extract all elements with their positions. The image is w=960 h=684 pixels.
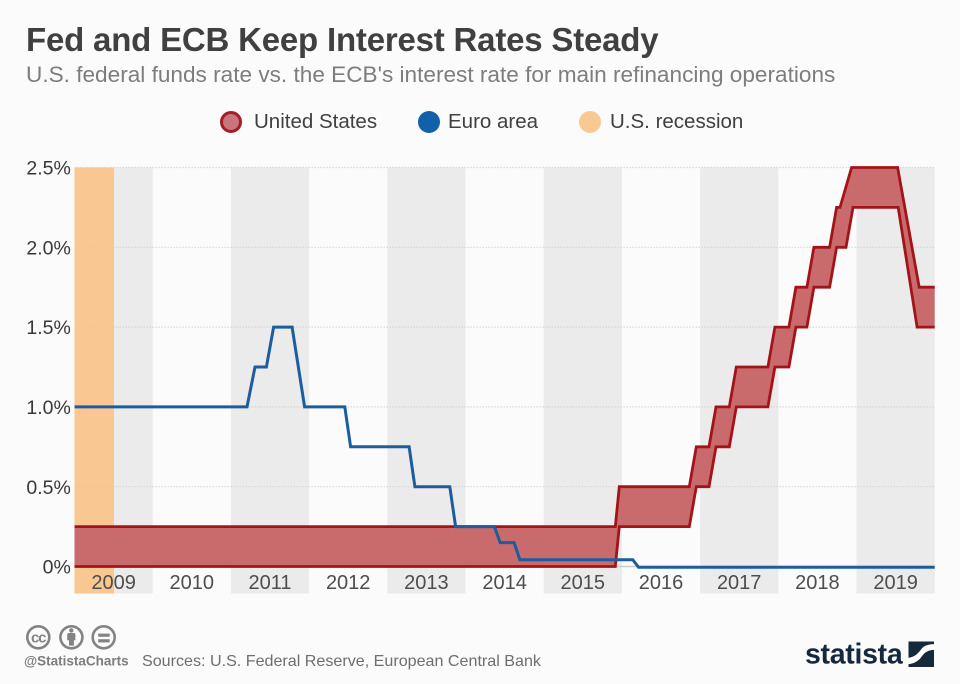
svg-text:2014: 2014	[482, 572, 527, 594]
svg-text:2011: 2011	[248, 572, 291, 594]
svg-text:1.0%: 1.0%	[26, 397, 70, 419]
svg-text:2017: 2017	[717, 572, 762, 594]
svg-text:2010: 2010	[170, 572, 215, 594]
svg-text:0.5%: 0.5%	[26, 477, 70, 499]
svg-text:2.5%: 2.5%	[26, 158, 70, 180]
svg-text:2013: 2013	[404, 572, 449, 594]
svg-text:2012: 2012	[326, 572, 371, 594]
svg-text:2019: 2019	[873, 572, 918, 594]
svg-text:@StatistaCharts: @StatistaCharts	[24, 654, 129, 669]
svg-text:Sources: U.S. Federal Reserve,: Sources: U.S. Federal Reserve, European …	[142, 652, 542, 670]
svg-text:2015: 2015	[561, 572, 606, 594]
svg-text:2.0%: 2.0%	[26, 237, 70, 259]
svg-text:0%: 0%	[43, 557, 71, 579]
svg-text:1.5%: 1.5%	[26, 317, 70, 339]
svg-text:cc: cc	[31, 630, 46, 647]
svg-text:2018: 2018	[795, 572, 840, 594]
svg-text:2016: 2016	[639, 572, 684, 594]
svg-text:statista: statista	[805, 639, 904, 671]
svg-text:2009: 2009	[91, 572, 136, 594]
